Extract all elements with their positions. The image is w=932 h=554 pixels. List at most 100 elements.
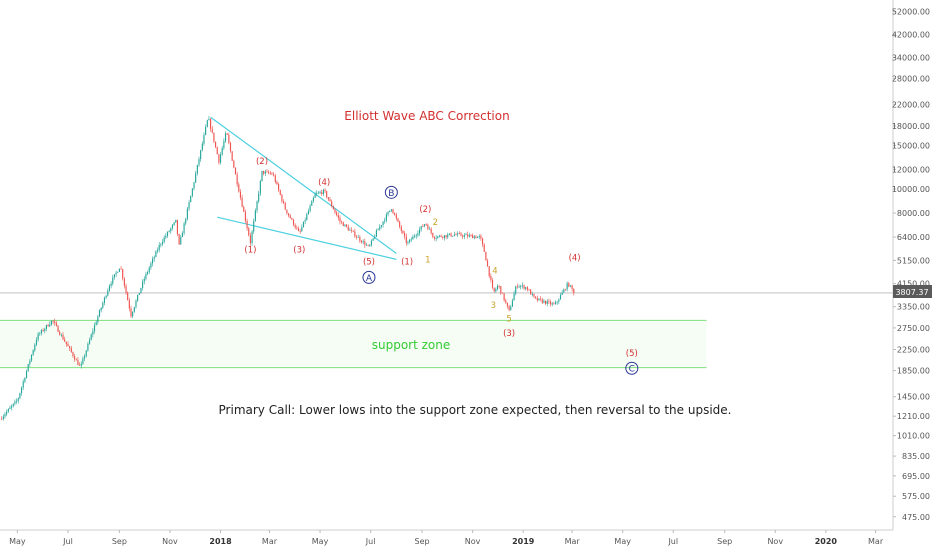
candle-body [566,283,568,290]
candle-body [334,209,336,213]
candle-body [289,215,291,219]
candle-body [533,293,535,297]
candle-body [191,188,193,196]
wave-label: A [366,274,373,284]
candle-body [273,174,275,176]
candle-body [83,356,86,359]
candle-body [296,227,298,229]
candle-body [153,256,155,259]
candle-body [389,210,391,212]
candle-body [97,316,99,323]
candle-body [75,359,77,361]
candle-body [263,170,265,174]
candle-body [342,222,344,227]
candle-body [213,132,215,142]
candle-body [176,219,179,235]
candle-body [233,160,235,168]
candle-body [531,293,533,295]
candle-body [142,281,144,289]
candle-body [175,219,177,223]
candle-body [500,286,502,293]
candle-body [331,201,333,207]
candle-body [50,320,52,325]
candle-body [103,297,106,303]
x-tick-label: Mar [262,537,278,546]
candle-body [437,236,439,238]
candle-body [548,301,550,302]
candle-body [1,418,3,420]
annotation-text: Primary Call: Lower lows into the suppor… [219,403,732,417]
candle-body [92,331,94,335]
candle-body [306,214,308,221]
y-tick-label: 4150.00 [897,280,930,289]
candle-body [382,221,384,226]
wave-label: (4) [569,253,581,263]
candle-body [317,192,319,194]
candle-body [415,235,417,237]
candle-body [34,344,36,351]
candle-body [117,271,119,273]
y-tick-label: 835.00 [902,452,930,461]
candle-body [460,233,462,236]
candle-body [269,173,271,174]
candle-body [379,226,381,230]
y-tick-label: 695.00 [902,472,930,481]
y-tick-label: 1210.00 [897,412,930,421]
candle-body [324,189,326,192]
candle-body [2,416,4,420]
y-tick-label: 2250.00 [897,345,930,354]
y-tick-label: 12000.00 [892,165,930,174]
wave-label-layer: (1) (2) (3) (4) (5) A B (1) (2) 1 2 3 4 5 (3) (4) (5) C [244,157,639,375]
candle-body [173,222,175,225]
candle-body [370,240,373,246]
candle-body [536,297,538,301]
wave-label: B [388,189,394,199]
candle-body [9,407,11,409]
x-tick-label: Sep [717,537,732,546]
candle-body [480,235,482,239]
candle-body [137,294,139,301]
candle-body [332,206,334,210]
candle-body [427,224,429,229]
wave-label: (3) [293,246,305,256]
candle-body [477,236,479,238]
candle-body [428,228,431,230]
y-axis-ticks: 52000.00 42000.00 34000.00 28000.00 22000.00… [892,8,930,522]
x-tick-label: Nov [465,537,481,546]
candle-body [294,225,296,228]
candle-body [274,175,276,182]
candle-body [372,238,374,241]
candle-body [526,287,528,290]
y-tick-label: 22000.00 [892,100,930,109]
x-tick-label: May [312,537,329,546]
candle-body [354,231,356,237]
candle-body [276,181,278,185]
candle-body [561,292,563,295]
candle-body [457,233,459,235]
candle-body [241,197,243,207]
candle-body [77,359,79,365]
candle-body [195,173,197,183]
candle-body [465,234,467,236]
candle-body [181,233,183,238]
candle-body [453,234,455,236]
candle-body [125,285,127,293]
candle-body [365,244,368,246]
candle-body [185,218,187,224]
candle-body [321,192,323,194]
candle-body [367,244,369,246]
candle-body [563,289,565,293]
candle-body [326,191,328,198]
candle-body [475,236,477,238]
candle-body [16,401,18,402]
x-tick-label: Mar [565,537,581,546]
candle-body [261,170,263,181]
candle-body [364,241,366,246]
y-tick-label: 8000.00 [897,209,930,218]
candle-body [336,212,338,216]
candle-body [472,235,474,239]
candle-body [467,234,469,237]
candle-body [118,268,120,272]
candle-body [440,235,442,237]
